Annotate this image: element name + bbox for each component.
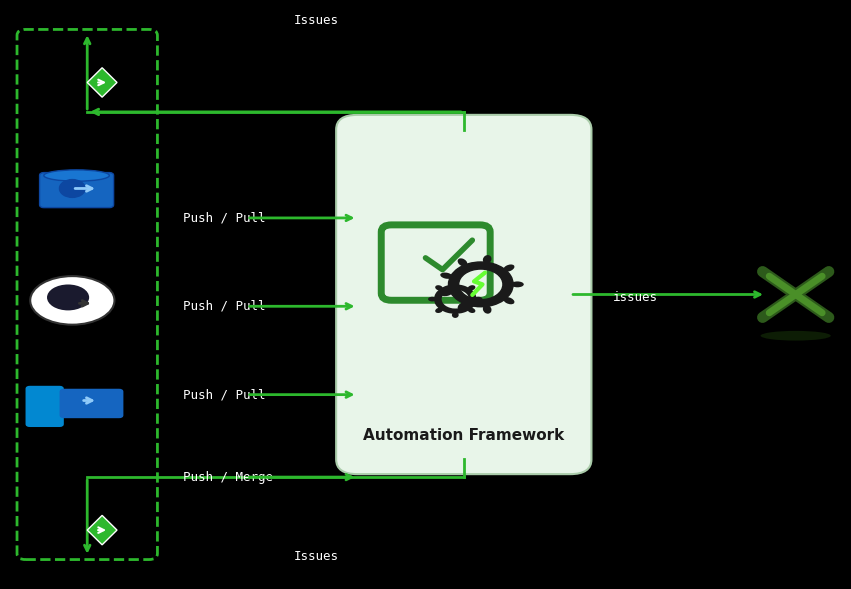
FancyBboxPatch shape: [60, 389, 123, 418]
Ellipse shape: [468, 307, 476, 313]
Ellipse shape: [440, 273, 453, 279]
Ellipse shape: [511, 282, 524, 287]
Ellipse shape: [468, 285, 476, 290]
Ellipse shape: [47, 284, 89, 310]
Ellipse shape: [435, 307, 443, 313]
Ellipse shape: [458, 302, 467, 310]
Ellipse shape: [60, 180, 85, 197]
Polygon shape: [87, 515, 117, 545]
Ellipse shape: [452, 280, 459, 286]
FancyBboxPatch shape: [26, 386, 64, 427]
Ellipse shape: [44, 170, 109, 181]
Text: Push / Merge: Push / Merge: [183, 471, 273, 484]
Ellipse shape: [503, 297, 515, 305]
Ellipse shape: [503, 264, 515, 272]
Ellipse shape: [458, 259, 467, 267]
Polygon shape: [87, 68, 117, 97]
Ellipse shape: [761, 331, 831, 340]
Text: Push / Pull: Push / Pull: [183, 388, 266, 401]
Ellipse shape: [483, 305, 492, 314]
Ellipse shape: [31, 276, 114, 325]
Ellipse shape: [474, 297, 483, 302]
Ellipse shape: [452, 312, 459, 318]
Text: Automation Framework: Automation Framework: [363, 428, 564, 444]
Text: Issues: Issues: [294, 14, 339, 27]
FancyBboxPatch shape: [39, 173, 114, 208]
Text: Issues: Issues: [294, 550, 339, 563]
Ellipse shape: [428, 297, 437, 302]
Ellipse shape: [435, 285, 443, 290]
FancyBboxPatch shape: [336, 115, 591, 474]
Text: Push / Pull: Push / Pull: [183, 211, 266, 224]
Text: Push / Pull: Push / Pull: [183, 300, 266, 313]
Ellipse shape: [440, 290, 453, 296]
Ellipse shape: [483, 255, 492, 264]
Text: issues: issues: [613, 291, 658, 304]
